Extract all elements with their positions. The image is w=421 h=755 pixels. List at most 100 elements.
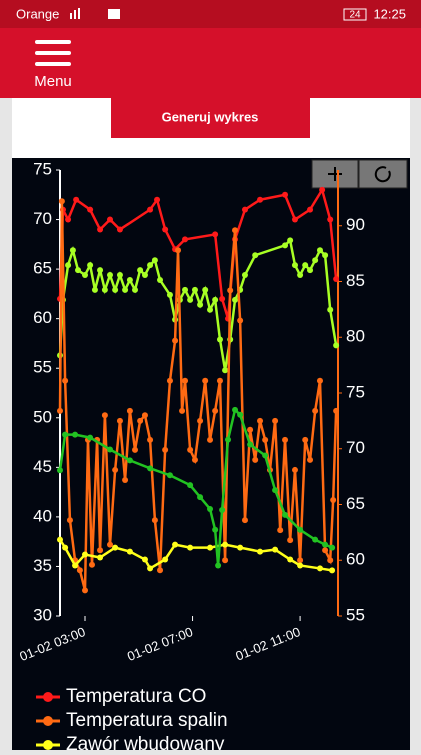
- data-point: [97, 547, 104, 554]
- data-point: [76, 567, 83, 574]
- data-point: [247, 426, 254, 433]
- data-point: [330, 497, 337, 504]
- legend-label: Temperatura CO: [66, 686, 206, 707]
- reset-button[interactable]: [358, 159, 408, 189]
- data-point: [107, 216, 114, 223]
- data-point: [241, 206, 248, 213]
- data-point: [157, 277, 164, 284]
- y-tick-label: 45: [33, 457, 52, 476]
- data-point: [107, 541, 114, 548]
- data-point: [307, 206, 314, 213]
- data-point: [252, 456, 259, 463]
- data-point: [154, 196, 161, 203]
- data-point: [88, 561, 95, 568]
- data-point: [65, 262, 72, 269]
- battery-icon: [343, 8, 367, 21]
- data-point: [197, 417, 204, 424]
- data-point: [312, 536, 319, 543]
- data-point: [116, 417, 123, 424]
- data-point: [62, 431, 69, 438]
- data-point: [101, 286, 108, 293]
- data-point: [132, 446, 139, 453]
- y-tick-label: 65: [33, 259, 52, 278]
- data-point: [232, 227, 239, 234]
- data-point: [297, 272, 304, 279]
- data-point: [66, 517, 73, 524]
- data-point: [157, 567, 164, 574]
- generate-button-label[interactable]: Generuj wykres: [162, 109, 259, 124]
- data-point: [207, 505, 214, 512]
- data-point: [202, 377, 209, 384]
- data-point: [222, 367, 229, 374]
- y2-tick-label: 65: [346, 494, 365, 513]
- data-point: [316, 565, 323, 572]
- data-point: [58, 198, 65, 205]
- data-point: [72, 562, 79, 569]
- data-point: [187, 482, 194, 489]
- generate-button[interactable]: [111, 98, 310, 138]
- chart-panel: [12, 158, 410, 750]
- y2-tick-label: 75: [346, 382, 365, 401]
- legend-swatch: [43, 692, 53, 702]
- data-point: [166, 472, 173, 479]
- data-point: [97, 226, 104, 233]
- data-point: [182, 286, 189, 293]
- data-point: [179, 407, 186, 414]
- data-point: [126, 277, 133, 284]
- data-point: [207, 436, 214, 443]
- legend-swatch: [43, 740, 53, 750]
- data-point: [222, 541, 229, 548]
- signal-icons: [70, 8, 120, 19]
- data-point: [87, 434, 94, 441]
- carrier: Orange: [16, 6, 59, 21]
- pan-button[interactable]: [311, 159, 359, 189]
- data-point: [147, 262, 154, 269]
- data-point: [166, 377, 173, 384]
- data-point: [82, 272, 89, 279]
- data-point: [107, 446, 114, 453]
- data-point: [126, 457, 133, 464]
- data-point: [329, 567, 336, 574]
- data-point: [322, 547, 329, 554]
- data-point: [237, 317, 244, 324]
- y-tick-label: 60: [33, 308, 52, 327]
- data-point: [69, 247, 76, 254]
- data-point: [141, 412, 148, 419]
- y-tick-label: 70: [33, 209, 52, 228]
- data-point: [57, 467, 63, 474]
- data-point: [82, 587, 89, 594]
- data-point: [307, 267, 314, 274]
- pan-icon: [328, 167, 342, 181]
- legend-swatch: [43, 716, 53, 726]
- reset-icon: [374, 166, 391, 183]
- data-point: [126, 407, 133, 414]
- data-point: [282, 511, 289, 518]
- data-point: [147, 436, 154, 443]
- menu-icon[interactable]: [35, 40, 71, 66]
- data-point: [212, 296, 219, 303]
- data-point: [316, 377, 323, 384]
- data-point: [333, 407, 340, 414]
- data-point: [329, 544, 336, 551]
- data-point: [202, 286, 209, 293]
- data-point: [219, 506, 226, 513]
- menu-label[interactable]: Menu: [34, 73, 72, 90]
- clock: 12:25: [373, 6, 406, 21]
- data-point: [257, 417, 264, 424]
- data-point: [126, 548, 133, 555]
- data-point: [216, 336, 223, 343]
- data-point: [237, 544, 244, 551]
- data-point: [141, 556, 148, 563]
- data-point: [282, 436, 289, 443]
- data-point: [91, 286, 98, 293]
- data-point: [272, 417, 279, 424]
- data-point: [212, 231, 219, 238]
- data-point: [151, 517, 158, 524]
- data-point: [87, 262, 94, 269]
- data-point: [287, 537, 294, 544]
- y2-tick-label: 85: [346, 271, 365, 290]
- data-point: [207, 306, 214, 313]
- data-point: [187, 544, 194, 551]
- data-point: [72, 431, 79, 438]
